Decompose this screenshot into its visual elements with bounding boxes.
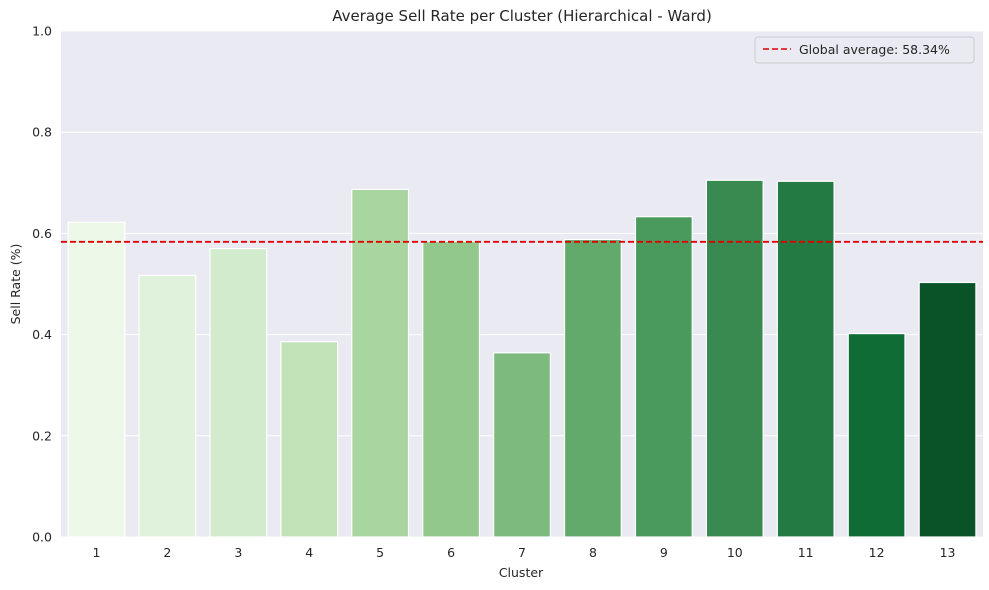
y-tick-labels: 0.0 0.2 0.4 0.6 0.8 1.0 [32, 24, 52, 545]
y-tick-label: 0.6 [32, 226, 52, 241]
chart-title: Average Sell Rate per Cluster (Hierarchi… [332, 7, 712, 25]
legend-label: Global average: 58.34% [799, 42, 950, 57]
bar [918, 281, 977, 538]
y-axis-label: Sell Rate (%) [8, 244, 23, 325]
bar [67, 221, 126, 538]
y-tick-label: 0.8 [32, 125, 52, 140]
x-tick-label: 4 [305, 545, 313, 560]
x-tick-label: 2 [163, 545, 171, 560]
x-tick-label: 9 [660, 545, 668, 560]
x-axis-label: Cluster [499, 565, 544, 580]
x-tick-label: 11 [798, 545, 814, 560]
x-tick-label: 5 [376, 545, 384, 560]
bar [351, 188, 410, 538]
bar [493, 352, 551, 538]
bars [67, 179, 977, 538]
y-tick-label: 0.2 [32, 428, 52, 443]
bar [563, 238, 622, 538]
bar [705, 179, 764, 538]
y-tick-label: 0.0 [32, 530, 52, 545]
bar [280, 341, 339, 538]
bar [847, 332, 906, 538]
x-tick-label: 1 [92, 545, 100, 560]
x-tick-label: 7 [518, 545, 526, 560]
x-tick-label: 13 [940, 545, 956, 560]
legend: Global average: 58.34% [754, 36, 975, 64]
legend-box [754, 36, 975, 64]
bar [776, 180, 835, 538]
x-tick-labels: 1 2 3 4 5 6 7 8 9 10 11 12 13 [92, 545, 955, 560]
bar [138, 274, 197, 538]
bar [209, 247, 268, 538]
x-tick-label: 3 [234, 545, 242, 560]
x-tick-label: 12 [869, 545, 885, 560]
y-tick-label: 1.0 [32, 24, 52, 39]
y-tick-label: 0.4 [32, 327, 52, 342]
x-tick-label: 6 [447, 545, 455, 560]
bar [634, 216, 693, 538]
x-tick-label: 10 [727, 545, 743, 560]
x-tick-label: 8 [589, 545, 597, 560]
bar [422, 240, 481, 538]
